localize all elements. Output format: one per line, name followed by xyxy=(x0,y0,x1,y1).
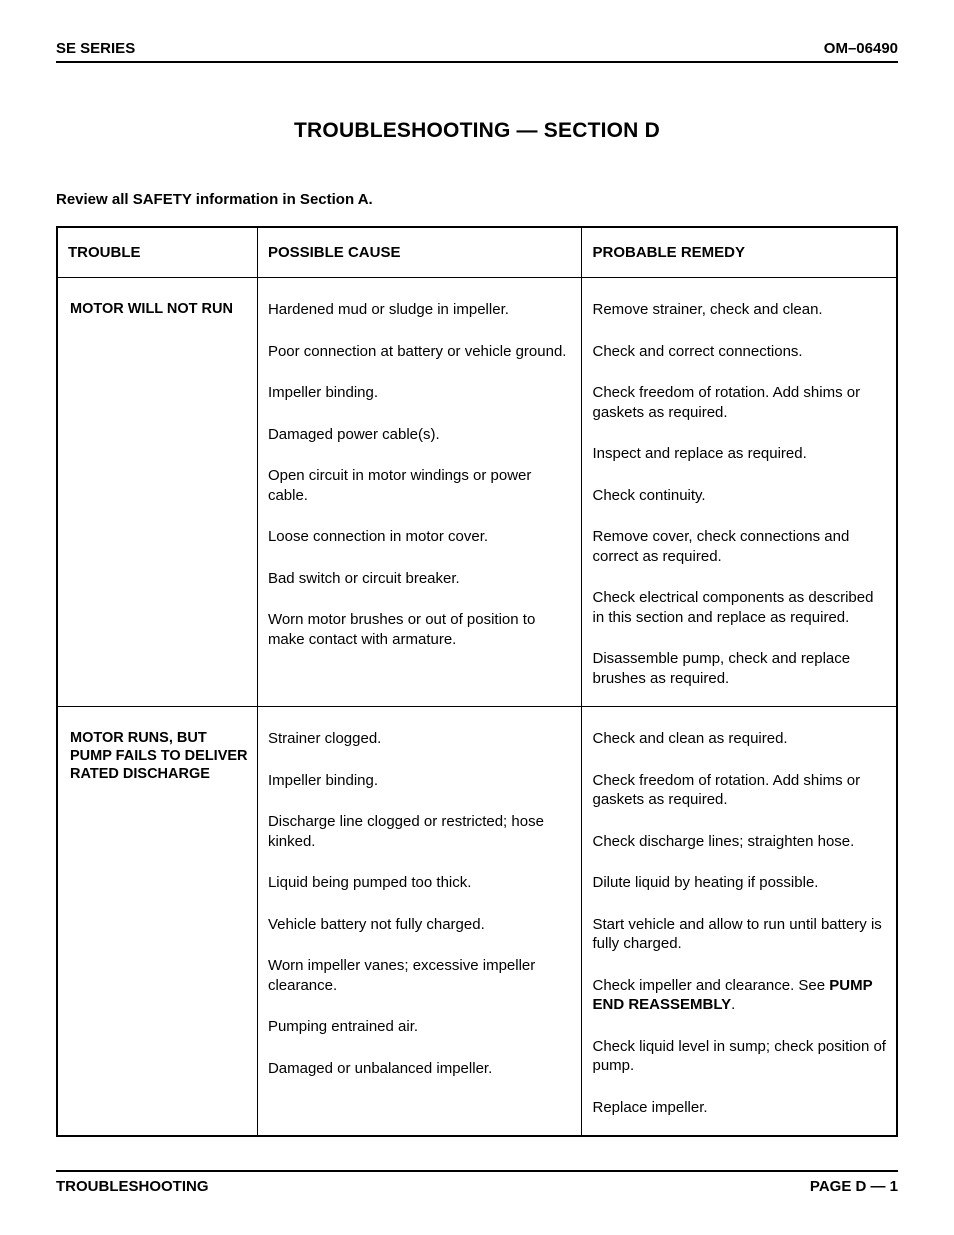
cause-text: Open circuit in motor windings or power … xyxy=(268,466,572,505)
cause-text: Liquid being pumped too thick. xyxy=(268,873,572,893)
table-row: MOTOR WILL NOT RUNHardened mud or sludge… xyxy=(57,278,897,707)
cause-text: Worn motor brushes or out of position to… xyxy=(268,610,572,649)
cause-text: Impeller binding. xyxy=(268,383,572,403)
cause-text: Damaged or unbalanced impeller. xyxy=(268,1059,572,1079)
remedy-text: Check freedom of rotation. Add shims or … xyxy=(592,383,886,422)
col-header-remedy: PROBABLE REMEDY xyxy=(582,227,897,278)
page-footer: TROUBLESHOOTING PAGE D — 1 xyxy=(56,1170,898,1195)
cause-text: Impeller binding. xyxy=(268,771,572,791)
spacer xyxy=(56,1137,898,1142)
remedy-text: Check liquid level in sump; check positi… xyxy=(592,1037,886,1076)
remedy-text: Check and correct connections. xyxy=(592,342,886,362)
footer-left: TROUBLESHOOTING xyxy=(56,1178,209,1195)
col-header-trouble: TROUBLE xyxy=(57,227,257,278)
cause-text: Bad switch or circuit breaker. xyxy=(268,569,572,589)
table-row: MOTOR RUNS, BUT PUMP FAILS TO DELIVER RA… xyxy=(57,707,897,1137)
remedy-text: Remove strainer, check and clean. xyxy=(592,300,886,320)
remedy-pre: Check impeller and clearance. See xyxy=(592,977,829,994)
remedy-cell: Check and clean as required. Check freedo… xyxy=(582,707,897,1137)
header-right: OM–06490 xyxy=(824,40,898,57)
remedy-list: Remove strainer, check and clean. Check a… xyxy=(582,278,896,706)
cause-text: Hardened mud or sludge in impeller. xyxy=(268,300,572,320)
table-header-row: TROUBLE POSSIBLE CAUSE PROBABLE REMEDY xyxy=(57,227,897,278)
cause-text: Damaged power cable(s). xyxy=(268,425,572,445)
remedy-text: Remove cover, check connections and corr… xyxy=(592,527,886,566)
cause-text: Vehicle battery not fully charged. xyxy=(268,915,572,935)
page-title: TROUBLESHOOTING — SECTION D xyxy=(56,119,898,143)
cause-text: Poor connection at battery or vehicle gr… xyxy=(268,342,572,362)
cause-text: Worn impeller vanes; excessive impeller … xyxy=(268,956,572,995)
remedy-text: Check discharge lines; straighten hose. xyxy=(592,832,886,852)
safety-note: Review all SAFETY information in Section… xyxy=(56,191,898,208)
remedy-text: Check freedom of rotation. Add shims or … xyxy=(592,771,886,810)
cause-list: Strainer clogged. Impeller binding. Discha… xyxy=(258,707,582,1096)
cause-text: Strainer clogged. xyxy=(268,729,572,749)
trouble-label: MOTOR WILL NOT RUN xyxy=(58,278,257,328)
cause-list: Hardened mud or sludge in impeller. Poor … xyxy=(258,278,582,667)
table-body: MOTOR WILL NOT RUNHardened mud or sludge… xyxy=(57,278,897,1137)
cause-cell: Hardened mud or sludge in impeller. Poor … xyxy=(257,278,582,707)
remedy-text: Check impeller and clearance. See PUMP E… xyxy=(592,976,886,1015)
page: SE SERIES OM–06490 TROUBLESHOOTING — SEC… xyxy=(0,0,954,1235)
header-left: SE SERIES xyxy=(56,40,135,57)
remedy-text: Start vehicle and allow to run until bat… xyxy=(592,915,886,954)
trouble-cell: MOTOR RUNS, BUT PUMP FAILS TO DELIVER RA… xyxy=(57,707,257,1137)
cause-text: Discharge line clogged or restricted; ho… xyxy=(268,812,572,851)
cause-text: Loose connection in motor cover. xyxy=(268,527,572,547)
remedy-text: Disassemble pump, check and replace brus… xyxy=(592,649,886,688)
remedy-text: Check electrical components as described… xyxy=(592,588,886,627)
remedy-text: Check continuity. xyxy=(592,486,886,506)
page-header: SE SERIES OM–06490 xyxy=(56,40,898,63)
cause-cell: Strainer clogged. Impeller binding. Discha… xyxy=(257,707,582,1137)
trouble-cell: MOTOR WILL NOT RUN xyxy=(57,278,257,707)
col-header-cause: POSSIBLE CAUSE xyxy=(257,227,582,278)
remedy-text: Inspect and replace as required. xyxy=(592,444,886,464)
remedy-text: Replace impeller. xyxy=(592,1098,886,1118)
remedy-cell: Remove strainer, check and clean. Check a… xyxy=(582,278,897,707)
footer-right: PAGE D — 1 xyxy=(810,1178,898,1195)
trouble-label: MOTOR RUNS, BUT PUMP FAILS TO DELIVER RA… xyxy=(58,707,257,793)
cause-text: Pumping entrained air. xyxy=(268,1017,572,1037)
troubleshooting-table: TROUBLE POSSIBLE CAUSE PROBABLE REMEDY M… xyxy=(56,226,898,1137)
remedy-list: Check and clean as required. Check freedo… xyxy=(582,707,896,1135)
remedy-text: Check and clean as required. xyxy=(592,729,886,749)
remedy-post: . xyxy=(731,996,735,1013)
remedy-text: Dilute liquid by heating if possible. xyxy=(592,873,886,893)
